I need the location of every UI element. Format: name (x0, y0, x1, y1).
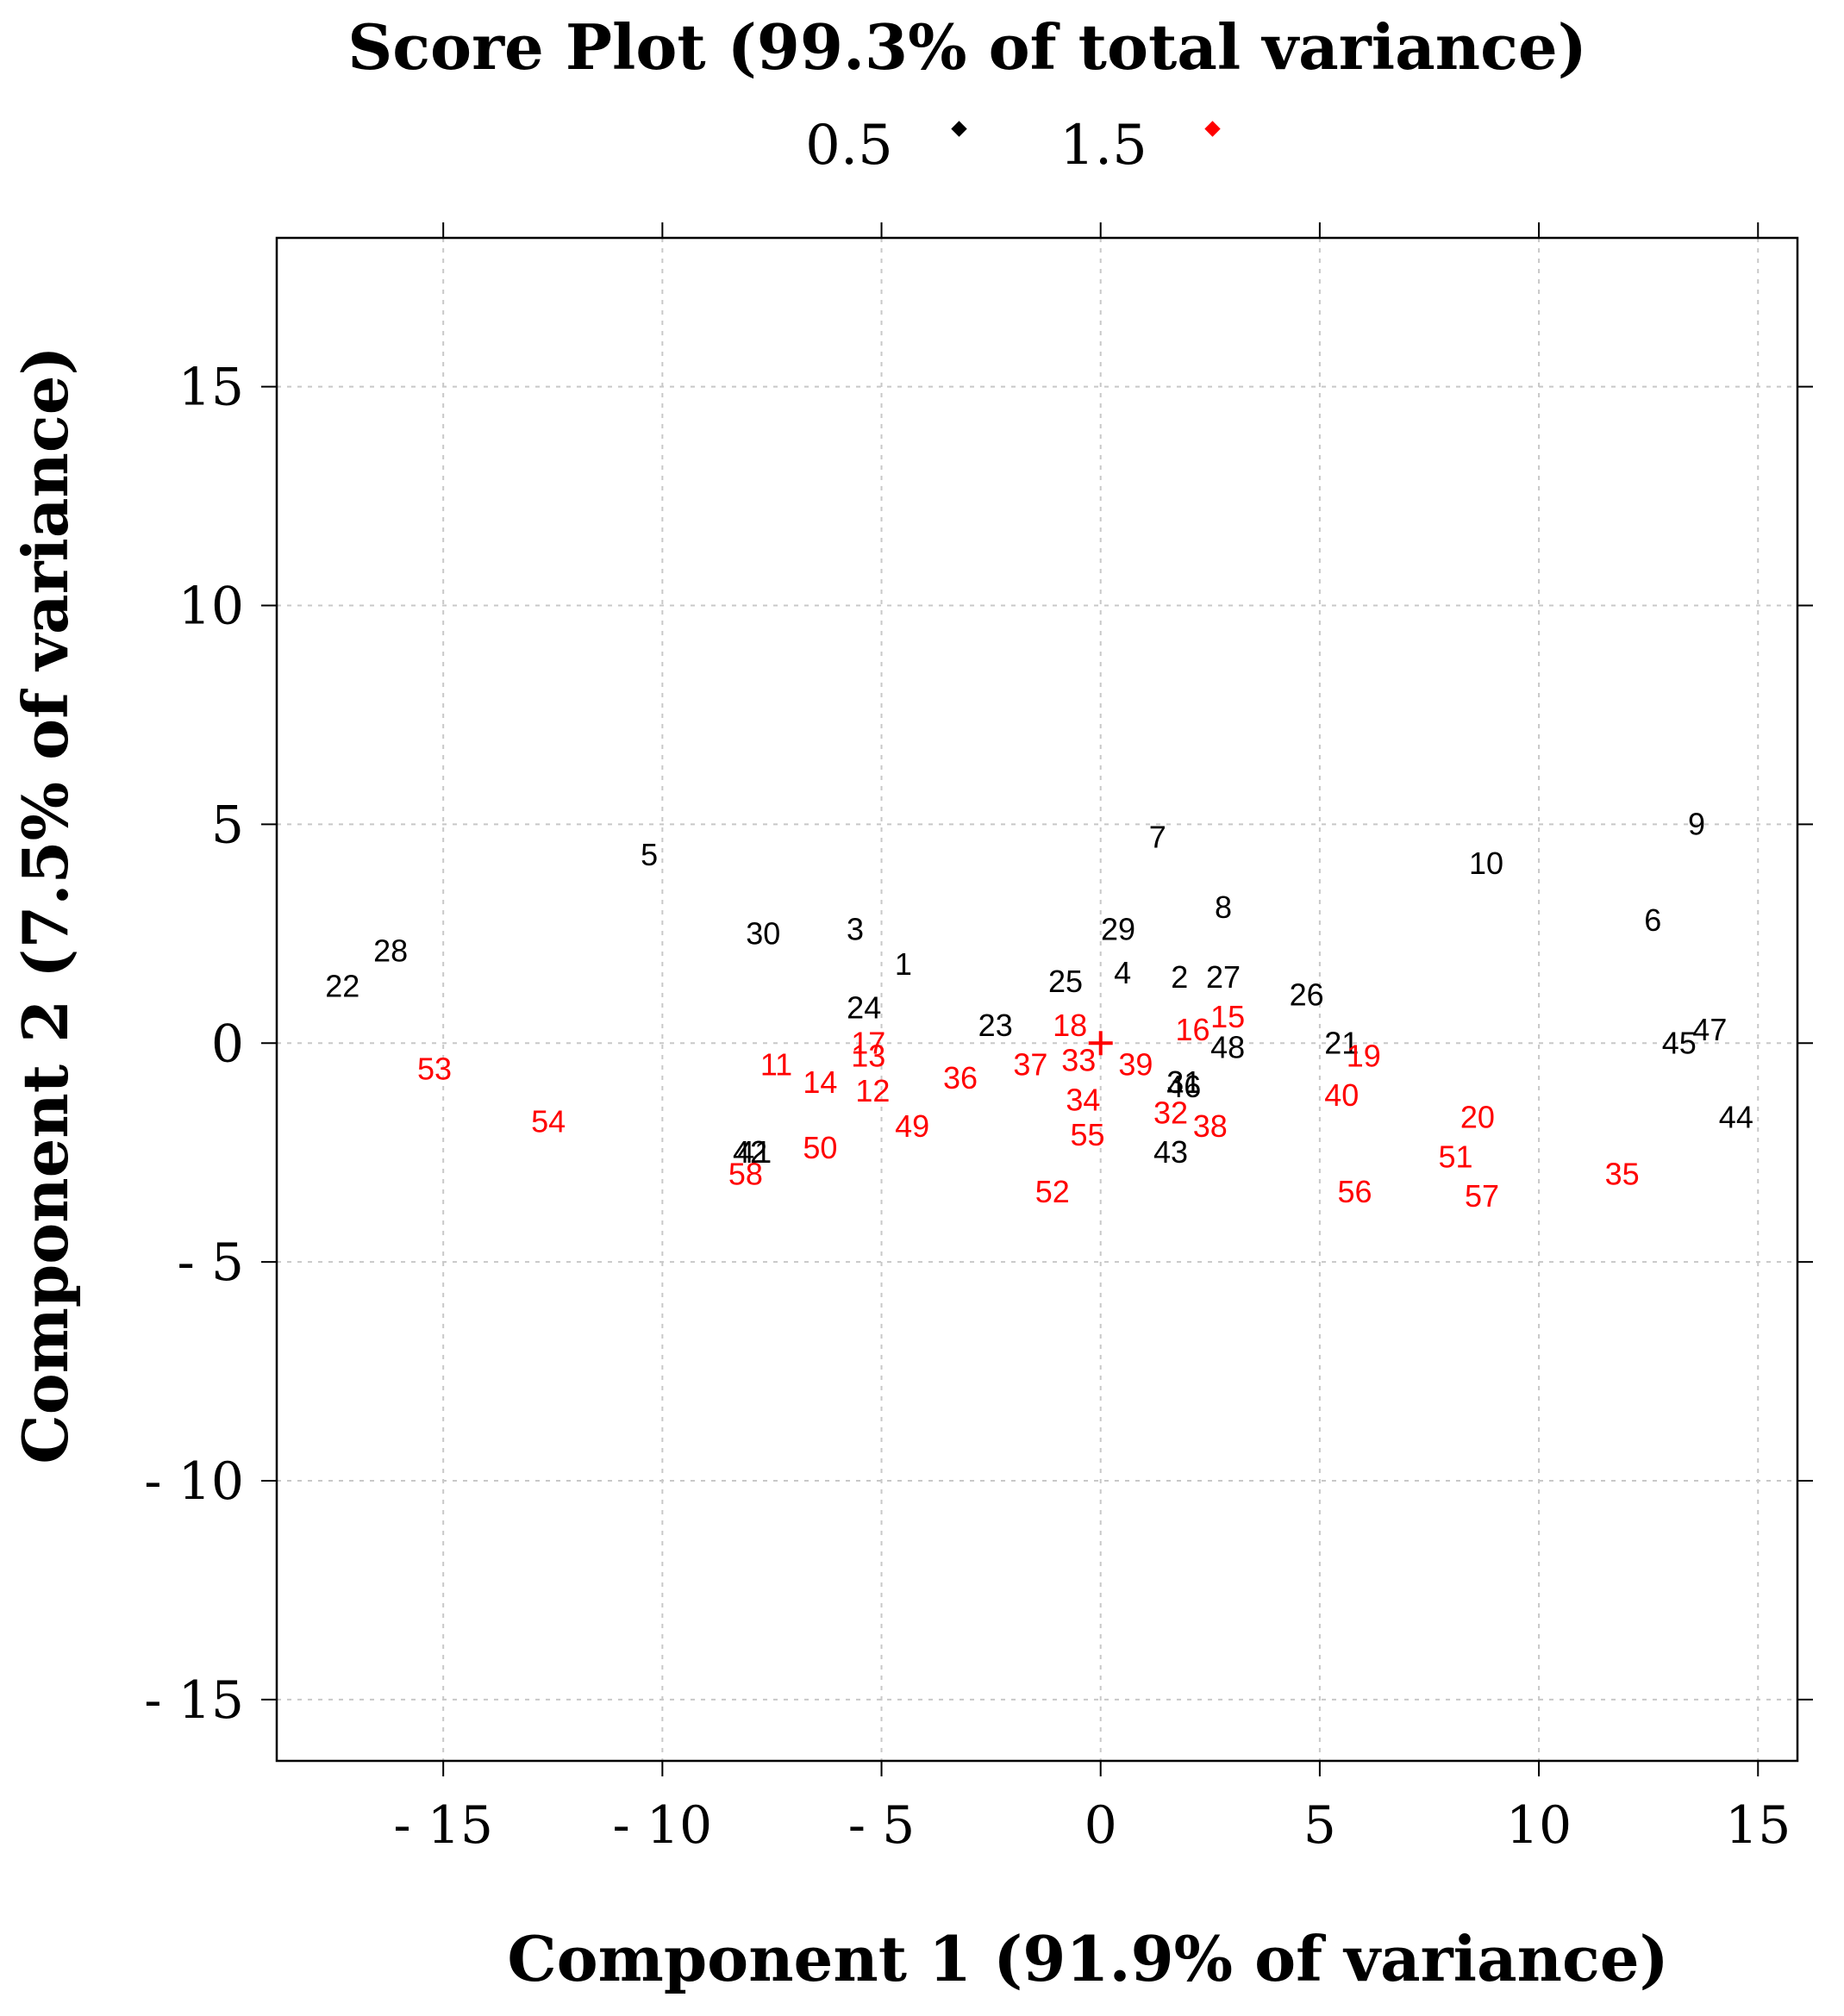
y-tick-label: - 5 (177, 1233, 244, 1293)
point-label: 33 (1061, 1043, 1096, 1078)
grid (277, 238, 1797, 1761)
point-label: 28 (373, 933, 408, 969)
point-label: 54 (531, 1104, 566, 1139)
point-label: 37 (1013, 1047, 1047, 1083)
point-label: 22 (325, 968, 359, 1003)
point-label: 14 (803, 1064, 837, 1100)
point-label: 15 (1210, 999, 1245, 1034)
x-tick-label: - 5 (848, 1795, 916, 1856)
y-axis-label: Component 2 (7.5% of variance) (9, 346, 82, 1464)
x-tick-label: 5 (1303, 1795, 1336, 1856)
x-tick-label: 10 (1506, 1795, 1572, 1856)
point-label: 48 (1210, 1029, 1245, 1064)
point-label: 7 (1149, 820, 1166, 855)
point-label: 52 (1035, 1174, 1070, 1209)
point-label: 31 (1166, 1064, 1201, 1100)
point-label: 35 (1605, 1157, 1640, 1192)
point-label: 20 (1460, 1100, 1495, 1135)
axis-ticks (261, 222, 1813, 1776)
point-label: 30 (746, 915, 780, 951)
point-label: 40 (1324, 1077, 1359, 1113)
point-label: 11 (760, 1047, 792, 1083)
point-label: 53 (417, 1052, 452, 1087)
point-label: 50 (803, 1130, 837, 1165)
legend-marker-1 (1204, 121, 1221, 137)
point-label: 26 (1290, 977, 1324, 1012)
point-label: 39 (1118, 1047, 1153, 1083)
point-label: 4 (1114, 955, 1131, 990)
legend: 0.5 1.5 (805, 114, 1221, 178)
point-label: 41 (737, 1134, 772, 1170)
point-label: 1 (895, 946, 912, 982)
point-label: 32 (1153, 1095, 1188, 1131)
point-label: 21 (1324, 1025, 1359, 1060)
y-tick-label: - 10 (144, 1451, 244, 1512)
point-label: 5 (641, 837, 658, 872)
point-label: 36 (943, 1060, 978, 1095)
legend-label-0: 0.5 (805, 114, 893, 178)
point-label: 49 (895, 1108, 929, 1144)
point-label: 47 (1692, 1012, 1727, 1047)
y-tick-label: 10 (178, 577, 244, 637)
chart-title: Score Plot (99.3% of total variance) (347, 10, 1587, 84)
point-label: 6 (1644, 902, 1661, 938)
point-label: 3 (847, 911, 864, 946)
legend-label-1: 1.5 (1060, 114, 1147, 178)
y-tick-label: 5 (211, 795, 244, 855)
point-label: 9 (1688, 806, 1705, 841)
point-label: 44 (1719, 1100, 1753, 1135)
point-label: 24 (847, 990, 881, 1026)
point-label: 56 (1338, 1174, 1372, 1209)
point-label: 29 (1101, 911, 1135, 946)
x-tick-label: 0 (1085, 1795, 1117, 1856)
center-cross-marker (1088, 1031, 1113, 1056)
point-label: 51 (1438, 1139, 1472, 1174)
point-label: 27 (1206, 959, 1241, 995)
x-tick-label: - 10 (613, 1795, 713, 1856)
point-label: 17 (851, 1025, 885, 1060)
point-label: 34 (1066, 1082, 1100, 1117)
point-label: 10 (1469, 846, 1503, 881)
y-tick-label: 15 (178, 358, 244, 418)
x-tick-label: 15 (1725, 1795, 1791, 1856)
x-tick-label: - 15 (393, 1795, 493, 1856)
x-axis-label: Component 1 (91.9% of variance) (507, 1922, 1668, 1995)
point-label: 23 (978, 1008, 1013, 1043)
point-label: 42 (733, 1134, 767, 1170)
point-label: 57 (1465, 1178, 1499, 1214)
point-label: 58 (728, 1157, 763, 1192)
point-label: 55 (1070, 1117, 1104, 1152)
point-label: 18 (1053, 1008, 1087, 1043)
point-label: 19 (1347, 1039, 1381, 1074)
point-label: 45 (1662, 1025, 1697, 1060)
y-tick-label: - 15 (144, 1670, 244, 1731)
point-label: 25 (1048, 964, 1083, 999)
y-tick-label: 0 (211, 1014, 244, 1074)
point-label: 8 (1215, 889, 1232, 925)
point-label: 13 (851, 1039, 885, 1074)
point-label: 16 (1175, 1012, 1210, 1047)
legend-marker-0 (951, 121, 967, 137)
point-label: 2 (1171, 959, 1188, 995)
point-label: 46 (1166, 1069, 1201, 1104)
point-label: 12 (855, 1073, 890, 1108)
point-label: 38 (1193, 1108, 1228, 1144)
point-label: 43 (1153, 1134, 1188, 1170)
plot-frame (275, 236, 1799, 1763)
